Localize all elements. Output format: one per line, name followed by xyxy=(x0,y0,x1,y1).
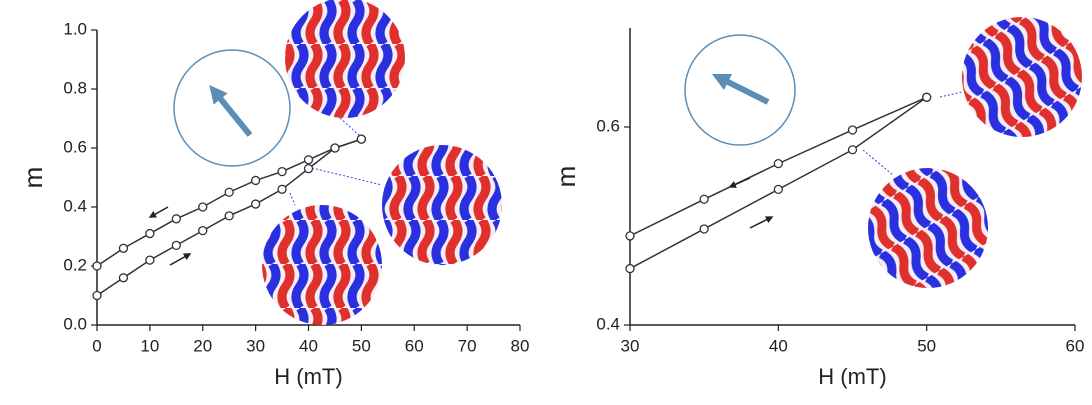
data-point xyxy=(699,224,709,234)
connector xyxy=(311,167,383,186)
data-point xyxy=(145,228,155,239)
data-point xyxy=(92,290,102,301)
data-point xyxy=(198,202,208,212)
connector xyxy=(339,117,361,137)
data-point xyxy=(250,199,261,209)
y-tick-label: 0.2 xyxy=(63,255,87,274)
domain-pattern xyxy=(285,0,405,118)
data-point xyxy=(277,166,287,177)
x-tick-label: 40 xyxy=(769,336,788,355)
data-point xyxy=(330,143,340,153)
x-tick-label: 20 xyxy=(193,336,212,355)
connector xyxy=(862,149,894,176)
x-tick-label: 60 xyxy=(405,336,424,355)
data-point xyxy=(224,211,234,221)
data-point xyxy=(277,184,287,194)
y-tick-label: 1.0 xyxy=(63,19,87,38)
data-point xyxy=(118,243,129,253)
x-axis-label: H (mT) xyxy=(818,364,886,389)
data-point xyxy=(847,145,858,155)
connector xyxy=(939,91,963,98)
data-point xyxy=(92,261,102,271)
y-tick-label: 0.6 xyxy=(596,116,620,135)
x-tick-label: 10 xyxy=(140,336,159,355)
x-tick-label: 60 xyxy=(1066,336,1085,355)
data-point xyxy=(773,184,783,195)
x-tick-label: 80 xyxy=(511,336,530,355)
data-point xyxy=(773,158,783,169)
sweep-arrow xyxy=(148,206,169,218)
data-point xyxy=(625,263,635,274)
y-axis-label: m xyxy=(18,167,48,189)
data-point xyxy=(625,231,635,241)
data-point xyxy=(847,125,858,135)
y-tick-label: 0.4 xyxy=(63,196,87,215)
sweep-arrow xyxy=(728,177,751,188)
magnetization-arrow xyxy=(209,85,253,137)
data-point xyxy=(303,155,314,165)
y-tick-label: 0.8 xyxy=(63,78,87,97)
insets xyxy=(148,0,1082,325)
y-tick-label: 0.6 xyxy=(63,137,87,156)
connector xyxy=(289,192,296,206)
data-point xyxy=(198,225,208,236)
domain-pattern xyxy=(962,17,1082,137)
x-tick-label: 30 xyxy=(621,336,640,355)
sweep-arrow xyxy=(169,253,192,266)
data-point xyxy=(699,194,709,204)
y-tick-label: 0.4 xyxy=(596,314,620,333)
x-tick-label: 50 xyxy=(352,336,371,355)
data-point xyxy=(118,273,129,283)
x-tick-label: 70 xyxy=(458,336,477,355)
sweep-arrow xyxy=(749,216,774,229)
data-point xyxy=(922,92,932,102)
data-point xyxy=(171,240,181,251)
x-tick-label: 40 xyxy=(299,336,318,355)
x-tick-label: 50 xyxy=(917,336,936,355)
y-tick-label: 0.0 xyxy=(63,314,87,333)
x-axis-label: H (mT) xyxy=(274,364,342,389)
data-point xyxy=(250,175,261,186)
data-point xyxy=(303,163,314,174)
magnetization-circle xyxy=(173,49,291,167)
plots: 0 10 20 30 40 50 60 70 80 0.0 0.2 0.4 0.6 0.8 1.0 H (mT… xyxy=(18,19,1085,388)
x-tick-label: 30 xyxy=(246,336,265,355)
domain-pattern xyxy=(868,168,988,288)
magnetization-arrow xyxy=(711,73,770,105)
data-point xyxy=(356,134,367,144)
data-point xyxy=(145,255,155,265)
domain-pattern xyxy=(382,145,502,265)
x-tick-label: 0 xyxy=(92,336,101,355)
y-axis-label: m xyxy=(551,166,581,188)
domain-pattern xyxy=(262,205,382,325)
data-point xyxy=(171,214,181,224)
data-point xyxy=(224,187,234,197)
